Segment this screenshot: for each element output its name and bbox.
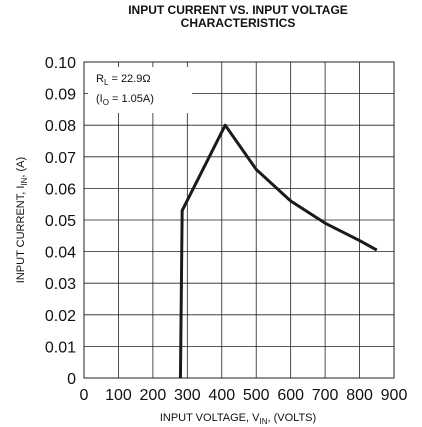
x-tick-label: 900 [381, 387, 408, 404]
x-tick-label: 500 [243, 387, 270, 404]
chart-title: INPUT CURRENT VS. INPUT VOLTAGE [128, 3, 348, 17]
label-part: , (VOLTS) [267, 412, 316, 424]
x-tick-label: 800 [346, 387, 373, 404]
y-tick-label: 0.02 [45, 308, 76, 325]
data-line [178, 123, 378, 379]
y-tick-label: 0.06 [45, 181, 76, 198]
label-part: INPUT VOLTAGE, V [160, 412, 260, 424]
annotation-part: = 22.9Ω [108, 73, 150, 85]
label-sub: IN [259, 417, 267, 426]
y-tick-label: 0.03 [45, 276, 76, 293]
x-tick-label: 400 [208, 387, 235, 404]
annotation-part: R [96, 73, 104, 85]
label-sub: IN [20, 177, 29, 185]
annotation-sub: O [103, 98, 109, 107]
y-tick-label: 0.09 [45, 87, 76, 104]
x-tick-label: 300 [174, 387, 201, 404]
chart-title: CHARACTERISTICS [181, 16, 296, 30]
x-tick-label: 200 [140, 387, 167, 404]
annotation-part: (I [96, 93, 103, 105]
annotation-part: = 1.05A) [109, 93, 154, 105]
annotation-box [88, 67, 192, 113]
x-tick-label: 600 [277, 387, 304, 404]
x-axis-label: INPUT VOLTAGE, VIN, (VOLTS) [160, 412, 316, 426]
y-tick-label: 0.05 [45, 213, 76, 230]
annotation: (IO = 1.05A) [96, 93, 154, 107]
label-part: , (A) [15, 157, 27, 178]
y-tick-label: 0.10 [45, 55, 76, 72]
annotation: RL = 22.9Ω [96, 73, 151, 87]
x-tick-label: 100 [105, 387, 132, 404]
x-tick-label: 700 [312, 387, 339, 404]
y-tick-label: 0.07 [45, 150, 76, 167]
plot-frame [83, 61, 395, 379]
x-tick-label: 0 [80, 387, 89, 404]
y-tick-label: 0.04 [45, 245, 76, 262]
y-axis-label: INPUT CURRENT, IIN, (A) [15, 157, 29, 283]
y-tick-label: 0.08 [45, 118, 76, 135]
label-part: INPUT CURRENT, I [15, 186, 27, 284]
y-tick-label: 0 [67, 371, 76, 388]
y-tick-label: 0.01 [45, 339, 76, 356]
annotation-sub: L [104, 78, 109, 87]
